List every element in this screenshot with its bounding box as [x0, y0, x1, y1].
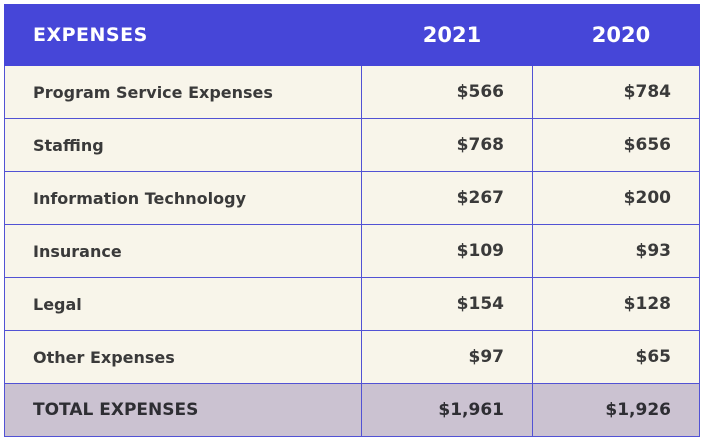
row-label: Other Expenses [4, 330, 362, 384]
header-expenses: EXPENSES [4, 4, 362, 66]
row-value-2021: $109 [361, 224, 533, 278]
table-header: EXPENSES 2021 2020 [4, 4, 700, 66]
table-row: Insurance $109 $93 [4, 224, 700, 278]
header-year-2021: 2021 [361, 4, 533, 66]
row-value-2021: $97 [361, 330, 533, 384]
row-label: Insurance [4, 224, 362, 278]
table-row: Legal $154 $128 [4, 277, 700, 331]
row-value-2020: $656 [532, 118, 700, 172]
row-value-2020: $128 [532, 277, 700, 331]
row-value-2020: $65 [532, 330, 700, 384]
table-row: Program Service Expenses $566 $784 [4, 65, 700, 119]
total-value-2021: $1,961 [361, 383, 533, 437]
table-row: Other Expenses $97 $65 [4, 330, 700, 384]
table-body: Program Service Expenses $566 $784 Staff… [4, 65, 700, 437]
total-row: TOTAL EXPENSES $1,961 $1,926 [4, 383, 700, 437]
row-label: Staffing [4, 118, 362, 172]
row-value-2020: $200 [532, 171, 700, 225]
row-value-2021: $267 [361, 171, 533, 225]
row-label: Legal [4, 277, 362, 331]
row-label: Information Technology [4, 171, 362, 225]
row-value-2021: $154 [361, 277, 533, 331]
total-value-2020: $1,926 [532, 383, 700, 437]
header-row: EXPENSES 2021 2020 [4, 4, 700, 66]
row-value-2020: $784 [532, 65, 700, 119]
row-value-2021: $566 [361, 65, 533, 119]
header-year-2020: 2020 [532, 4, 700, 66]
table-row: Information Technology $267 $200 [4, 171, 700, 225]
row-value-2021: $768 [361, 118, 533, 172]
total-label: TOTAL EXPENSES [4, 383, 362, 437]
table-row: Staffing $768 $656 [4, 118, 700, 172]
expenses-table-container: EXPENSES 2021 2020 Program Service Expen… [4, 4, 700, 437]
row-label: Program Service Expenses [4, 65, 362, 119]
row-value-2020: $93 [532, 224, 700, 278]
expenses-table: EXPENSES 2021 2020 Program Service Expen… [4, 4, 700, 437]
